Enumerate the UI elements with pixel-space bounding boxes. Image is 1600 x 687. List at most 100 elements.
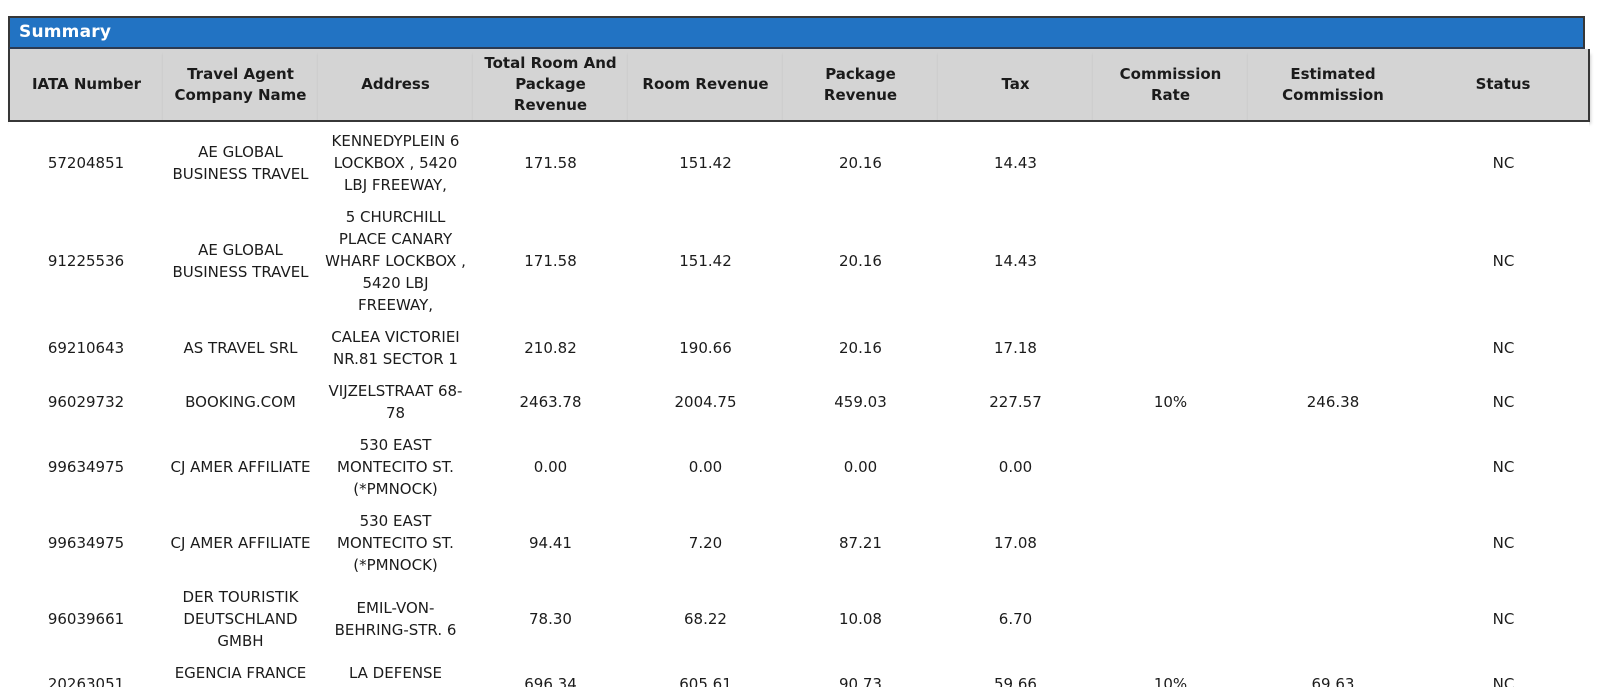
- table-row: 69210643 AS TRAVEL SRL CALEA VICTORIEI N…: [9, 321, 1589, 375]
- cell-iata-number: 69210643: [9, 321, 163, 375]
- cell-room-revenue: 151.42: [628, 121, 783, 201]
- cell-company-name: AE GLOBAL BUSINESS TRAVEL: [163, 201, 318, 321]
- cell-iata-number: 96029732: [9, 375, 163, 429]
- cell-company-name: EGENCIA FRANCE SAS: [163, 657, 318, 687]
- table-row: 99634975 CJ AMER AFFILIATE 530 EAST MONT…: [9, 429, 1589, 505]
- cell-estimated-commission: [1248, 429, 1418, 505]
- column-header-package-revenue: Package Revenue: [783, 49, 938, 122]
- cell-package-revenue: 20.16: [783, 321, 938, 375]
- table-row: 20263051 EGENCIA FRANCE SAS LA DEFENSE C…: [9, 657, 1589, 687]
- cell-package-revenue: 20.16: [783, 121, 938, 201]
- table-row: 96029732 BOOKING.COM VIJZELSTRAAT 68-78 …: [9, 375, 1589, 429]
- table-row: 96039661 DER TOURISTIK DEUTSCHLAND GMBH …: [9, 581, 1589, 657]
- cell-iata-number: 99634975: [9, 505, 163, 581]
- cell-total-revenue: 2463.78: [473, 375, 628, 429]
- cell-estimated-commission: [1248, 321, 1418, 375]
- cell-total-revenue: 0.00: [473, 429, 628, 505]
- column-header-tax: Tax: [938, 49, 1093, 122]
- cell-total-revenue: 696.34: [473, 657, 628, 687]
- cell-tax: 17.08: [938, 505, 1093, 581]
- cell-tax: 6.70: [938, 581, 1093, 657]
- column-header-iata-number: IATA Number: [8, 49, 163, 122]
- cell-tax: 0.00: [938, 429, 1093, 505]
- cell-address: EMIL-VON-BEHRING-STR. 6: [318, 581, 473, 657]
- table-row: 91225536 AE GLOBAL BUSINESS TRAVEL 5 CHU…: [9, 201, 1589, 321]
- cell-room-revenue: 2004.75: [628, 375, 783, 429]
- header-row: IATA Number Travel Agent Company Name Ad…: [8, 49, 1590, 122]
- cell-address: LA DEFENSE CEDEX: [318, 657, 473, 687]
- cell-status: NC: [1418, 121, 1589, 201]
- cell-commission-rate: [1093, 429, 1248, 505]
- page-title: Summary: [19, 22, 112, 42]
- cell-status: NC: [1418, 201, 1589, 321]
- table-row: 99634975 CJ AMER AFFILIATE 530 EAST MONT…: [9, 505, 1589, 581]
- cell-iata-number: 20263051: [9, 657, 163, 687]
- cell-commission-rate: [1093, 201, 1248, 321]
- cell-commission-rate: [1093, 121, 1248, 201]
- cell-estimated-commission: [1248, 121, 1418, 201]
- summary-title-bar: Summary: [8, 16, 1585, 49]
- cell-commission-rate: [1093, 581, 1248, 657]
- column-header-total-revenue: Total Room And Package Revenue: [473, 49, 628, 122]
- cell-tax: 17.18: [938, 321, 1093, 375]
- cell-total-revenue: 94.41: [473, 505, 628, 581]
- cell-estimated-commission: 246.38: [1248, 375, 1418, 429]
- cell-total-revenue: 171.58: [473, 121, 628, 201]
- cell-company-name: AS TRAVEL SRL: [163, 321, 318, 375]
- cell-package-revenue: 0.00: [783, 429, 938, 505]
- cell-tax: 14.43: [938, 201, 1093, 321]
- cell-iata-number: 91225536: [9, 201, 163, 321]
- column-header-commission-rate: Commission Rate: [1093, 49, 1248, 122]
- cell-room-revenue: 0.00: [628, 429, 783, 505]
- cell-address: CALEA VICTORIEI NR.81 SECTOR 1: [318, 321, 473, 375]
- table-body: 57204851 AE GLOBAL BUSINESS TRAVEL KENNE…: [9, 121, 1589, 687]
- cell-status: NC: [1418, 429, 1589, 505]
- cell-address: 530 EAST MONTECITO ST. (*PMNOCK): [318, 429, 473, 505]
- cell-company-name: BOOKING.COM: [163, 375, 318, 429]
- column-header-estimated-commission: Estimated Commission: [1248, 49, 1418, 122]
- cell-tax: 227.57: [938, 375, 1093, 429]
- cell-status: NC: [1418, 581, 1589, 657]
- cell-estimated-commission: 69.63: [1248, 657, 1418, 687]
- column-header-address: Address: [318, 49, 473, 122]
- cell-commission-rate: [1093, 321, 1248, 375]
- cell-estimated-commission: [1248, 581, 1418, 657]
- cell-tax: 14.43: [938, 121, 1093, 201]
- cell-estimated-commission: [1248, 505, 1418, 581]
- cell-address: VIJZELSTRAAT 68-78: [318, 375, 473, 429]
- cell-iata-number: 57204851: [9, 121, 163, 201]
- cell-room-revenue: 190.66: [628, 321, 783, 375]
- cell-address: 5 CHURCHILL PLACE CANARY WHARF LOCKBOX ,…: [318, 201, 473, 321]
- cell-status: NC: [1418, 505, 1589, 581]
- cell-company-name: AE GLOBAL BUSINESS TRAVEL: [163, 121, 318, 201]
- cell-status: NC: [1418, 321, 1589, 375]
- cell-iata-number: 99634975: [9, 429, 163, 505]
- cell-status: NC: [1418, 375, 1589, 429]
- cell-iata-number: 96039661: [9, 581, 163, 657]
- cell-room-revenue: 68.22: [628, 581, 783, 657]
- cell-company-name: DER TOURISTIK DEUTSCHLAND GMBH: [163, 581, 318, 657]
- column-header-company-name: Travel Agent Company Name: [163, 49, 318, 122]
- cell-package-revenue: 20.16: [783, 201, 938, 321]
- cell-status: NC: [1418, 657, 1589, 687]
- column-header-status: Status: [1418, 49, 1590, 122]
- cell-total-revenue: 210.82: [473, 321, 628, 375]
- cell-estimated-commission: [1248, 201, 1418, 321]
- cell-address: KENNEDYPLEIN 6 LOCKBOX , 5420 LBJ FREEWA…: [318, 121, 473, 201]
- cell-room-revenue: 7.20: [628, 505, 783, 581]
- table-row: 57204851 AE GLOBAL BUSINESS TRAVEL KENNE…: [9, 121, 1589, 201]
- cell-total-revenue: 171.58: [473, 201, 628, 321]
- cell-commission-rate: [1093, 505, 1248, 581]
- cell-package-revenue: 87.21: [783, 505, 938, 581]
- cell-total-revenue: 78.30: [473, 581, 628, 657]
- cell-room-revenue: 151.42: [628, 201, 783, 321]
- cell-address: 530 EAST MONTECITO ST. (*PMNOCK): [318, 505, 473, 581]
- cell-package-revenue: 10.08: [783, 581, 938, 657]
- cell-package-revenue: 90.73: [783, 657, 938, 687]
- cell-room-revenue: 605.61: [628, 657, 783, 687]
- cell-commission-rate: 10%: [1093, 657, 1248, 687]
- cell-commission-rate: 10%: [1093, 375, 1248, 429]
- table-header: IATA Number Travel Agent Company Name Ad…: [8, 49, 1590, 122]
- cell-tax: 59.66: [938, 657, 1093, 687]
- cell-package-revenue: 459.03: [783, 375, 938, 429]
